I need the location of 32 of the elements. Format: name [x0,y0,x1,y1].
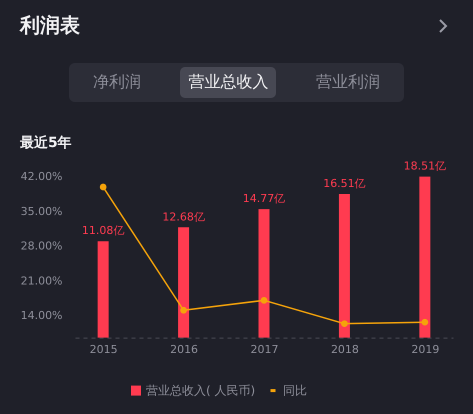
text: 营业总收入 [180,67,276,98]
y-tick-label: 42.00% [20,170,63,184]
x-tick-label: 2016 [170,343,198,356]
x-tick-label: 2017 [250,343,278,356]
data-label: 11.08亿 [82,224,124,238]
x-tick-label: 2019 [411,343,440,356]
bar [178,227,190,338]
point [180,306,187,314]
bar [258,209,270,338]
y-tick-label: 28.00% [20,240,63,253]
chart-subtitle: 最近5年 [20,134,72,152]
x-tick-label: 2015 [90,343,118,356]
text: 营业利润 [315,71,382,93]
bar [338,194,350,338]
point [100,184,107,190]
data-label: 16.51亿 [323,176,366,190]
bar [98,241,109,338]
data-label: 14.77亿 [242,192,286,206]
point [260,296,268,304]
y-tick-label: 14.00% [20,309,63,322]
text: 净利润 [92,71,142,93]
legend-label: 同比 [283,384,307,398]
data-label: 18.51亿 [404,160,446,173]
point [341,320,348,328]
data-label: 12.68亿 [162,210,205,224]
y-tick-label: 21.00% [20,274,63,288]
point [421,318,428,326]
y-tick-label: 35.00% [20,204,63,218]
chart-title: 利润表 [20,12,80,39]
legend-label: 营业总收入( 人民币) [146,384,256,398]
x-tick-label: 2018 [330,343,359,356]
bar [419,176,430,338]
